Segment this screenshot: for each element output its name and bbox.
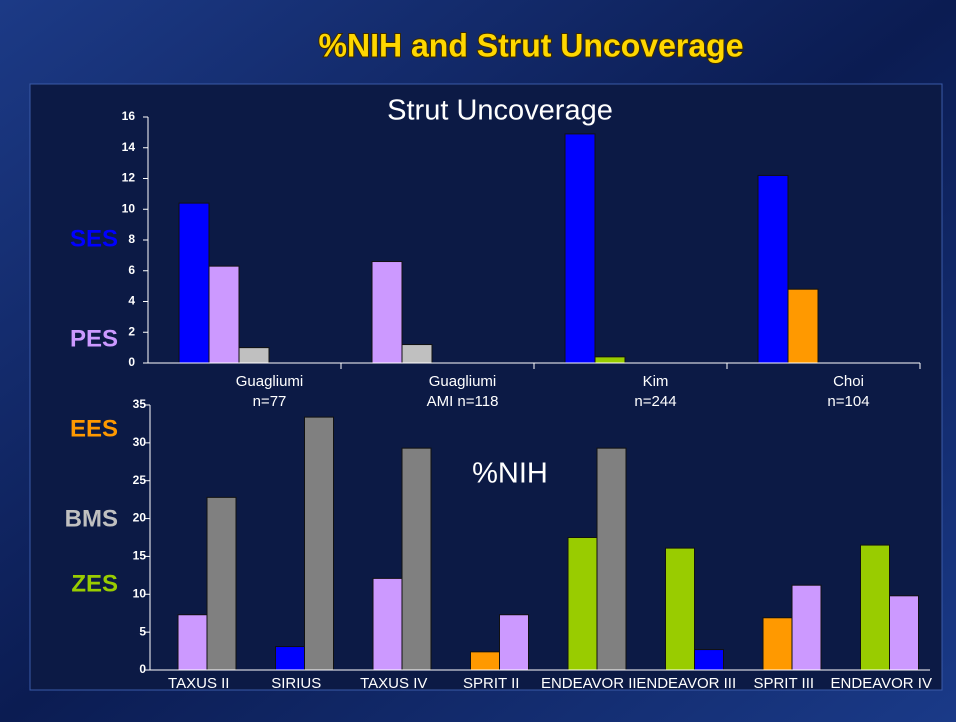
bar <box>206 496 237 671</box>
y-tick-label: 12 <box>122 171 136 185</box>
x-tick-label: SPRIT II <box>463 675 519 692</box>
x-tick-label: SPRIT III <box>753 675 814 692</box>
bar <box>178 202 210 364</box>
chart-panel <box>29 83 943 691</box>
x-tick-label: n=104 <box>827 393 869 410</box>
y-tick-label: 10 <box>133 586 147 600</box>
bar <box>665 547 695 671</box>
y-tick-label: 0 <box>139 662 146 676</box>
bar <box>401 447 432 671</box>
legend-label: EES <box>70 415 118 442</box>
bar <box>596 447 627 671</box>
y-tick-label: 15 <box>133 549 147 563</box>
y-tick-label: 4 <box>128 294 135 308</box>
legend-label: ZES <box>71 570 118 597</box>
bar <box>889 595 919 671</box>
chart-title: %NIH <box>472 458 548 490</box>
y-tick-label: 14 <box>122 140 136 154</box>
bar <box>594 356 626 364</box>
bar <box>564 133 596 364</box>
y-tick-label: 6 <box>128 263 135 277</box>
x-tick-label: n=77 <box>253 393 287 410</box>
bar <box>304 416 334 671</box>
bar <box>757 174 789 364</box>
y-tick-label: 0 <box>128 355 135 369</box>
legend-label: SES <box>70 225 118 252</box>
y-tick-label: 8 <box>128 232 135 246</box>
y-tick-label: 5 <box>139 624 146 638</box>
y-tick-label: 35 <box>133 397 147 411</box>
bar <box>499 614 529 671</box>
chart-title: Strut Uncoverage <box>387 95 613 127</box>
bar <box>371 261 403 364</box>
y-tick-label: 10 <box>122 201 136 215</box>
x-tick-label: Choi <box>833 373 864 390</box>
x-tick-label: AMI n=118 <box>427 393 499 410</box>
slide-title: %NIH and Strut Uncoverage <box>319 27 744 63</box>
x-tick-label: n=244 <box>634 393 676 410</box>
legend-label: PES <box>70 325 118 352</box>
bar <box>275 646 305 671</box>
bar <box>567 537 598 671</box>
bar <box>470 651 500 671</box>
y-tick-label: 30 <box>133 435 147 449</box>
x-tick-label: Kim <box>643 373 669 390</box>
y-tick-label: 16 <box>122 109 136 123</box>
x-tick-label: ENDEAVOR II <box>541 675 637 692</box>
y-tick-label: 25 <box>133 473 147 487</box>
x-tick-label: Guagliumi <box>236 373 304 390</box>
x-tick-label: ENDEAVOR IV <box>831 675 932 692</box>
x-tick-label: TAXUS II <box>168 675 229 692</box>
bar <box>372 577 403 671</box>
bar <box>177 614 208 671</box>
bar <box>860 544 890 671</box>
bar <box>208 265 240 364</box>
bar <box>791 584 822 671</box>
bar <box>238 347 270 364</box>
bar <box>401 344 433 364</box>
bar <box>787 288 819 364</box>
y-tick-label: 20 <box>133 511 147 525</box>
bar <box>762 617 793 671</box>
bar <box>694 649 724 671</box>
x-tick-label: ENDEAVOR III <box>636 675 736 692</box>
x-tick-label: TAXUS IV <box>360 675 427 692</box>
x-tick-label: SIRIUS <box>271 675 321 692</box>
x-tick-label: Guagliumi <box>429 373 497 390</box>
legend-label: BMS <box>65 505 118 532</box>
y-tick-label: 2 <box>128 324 135 338</box>
